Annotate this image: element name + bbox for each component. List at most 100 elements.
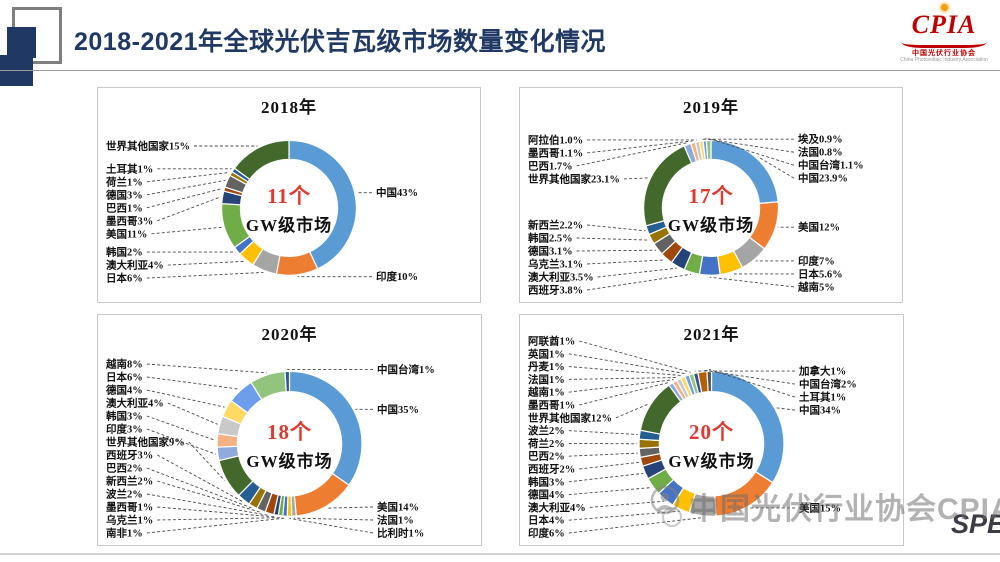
donut-slice	[705, 139, 712, 161]
slice-label: 世界其他国家23.1%	[528, 172, 620, 185]
slice-label: 德国4%	[527, 488, 565, 501]
leader-line	[579, 340, 691, 373]
donut-slice	[714, 470, 774, 517]
donut-chart-2018: 世界其他国家15% 土耳其1%荷兰1%德国3%巴西1%墨西哥3%美国11% 韩国2%…	[105, 139, 418, 285]
slice-label: 澳大利亚4%	[528, 501, 586, 514]
slice-label: 中国台湾2%	[799, 378, 857, 391]
leader-line	[776, 407, 796, 411]
slice-label: 阿联酋1%	[528, 335, 575, 348]
leader-line	[709, 368, 796, 398]
donut-slice	[288, 370, 363, 486]
slice-label: 西班牙3%	[106, 449, 153, 462]
leader-line	[157, 506, 276, 518]
donut-slice	[233, 139, 290, 181]
slice-label: 中国23.9%	[798, 172, 848, 185]
leader-line	[294, 517, 374, 521]
slice-label: 日本6%	[106, 371, 143, 384]
slice-label: 法国1%	[528, 373, 565, 386]
cpia-logo: CPIA 中国光伏行业协会 China Photovoltaic Industr…	[896, 4, 992, 63]
leader-line	[568, 353, 687, 375]
slice-label: 法国1%	[377, 514, 414, 527]
slice-label: 土耳其1%	[799, 391, 846, 404]
leader-line	[167, 402, 218, 425]
bottom-divider	[0, 553, 1000, 555]
chart-year-title: 2019年	[683, 98, 739, 117]
slice-label: 日本6%	[106, 272, 143, 285]
leader-line	[597, 267, 677, 278]
leader-line	[568, 510, 680, 521]
leader-line	[568, 472, 644, 483]
slice-label: 英国1%	[527, 347, 565, 360]
slice-label: 印度6%	[528, 527, 565, 540]
leader-line	[327, 506, 374, 509]
leader-line	[157, 480, 261, 513]
slice-label: 新西兰2%	[106, 475, 153, 488]
cpia-logo-subtext-en: China Photovoltaic Industry Association	[900, 57, 988, 63]
slice-label: 德国3.1%	[527, 245, 573, 258]
slice-label: 印度3%	[106, 423, 143, 436]
slice-label: 美国11%	[106, 227, 147, 240]
slice-label: 美国12%	[798, 221, 840, 234]
slice-label: 澳大利亚4%	[106, 259, 164, 272]
decor-square-navy	[7, 27, 36, 58]
donut-chart-2020: 越南8%日本6%德国4%澳大利亚4%韩国3%印度3%世界其他国家9%西班牙3%巴…	[105, 358, 435, 540]
leader-line	[576, 249, 657, 252]
leader-line	[568, 366, 682, 376]
donut-slice	[642, 145, 693, 227]
donut-slice	[284, 370, 291, 393]
donut-slice	[288, 139, 357, 270]
leader-line	[757, 156, 795, 179]
slice-label: 乌克兰1%	[106, 514, 153, 527]
leader-line	[146, 467, 253, 509]
leader-line	[587, 224, 646, 232]
slice-label: 中国43%	[376, 186, 418, 199]
slice-label: 墨西哥1%	[106, 502, 153, 514]
leader-line	[709, 276, 795, 288]
donut-slice	[710, 370, 785, 484]
leader-line	[568, 430, 638, 435]
chart-panel-2018: 2018年 11个 GW级市场 世界其他国家15% 土耳其1% 荷兰1% 德国3% 巴西…	[97, 87, 481, 303]
sun-icon	[940, 4, 948, 11]
slice-label: 丹麦1%	[528, 360, 565, 373]
leader-line	[589, 500, 665, 508]
leader-line	[576, 237, 650, 241]
slice-label: 阿拉伯1.0%	[528, 133, 583, 146]
chart-year-title: 2020年	[261, 325, 318, 344]
chart-panel-2019: 2019年 17个 GW级市场 阿拉伯1.0% 墨西哥1.1% 巴西1.7% 世界其他…	[519, 87, 903, 303]
slice-label: 中国台湾1.1%	[798, 159, 864, 172]
leader-line	[151, 226, 223, 235]
leader-line	[568, 379, 674, 393]
leader-line	[157, 517, 281, 521]
slice-label: 西班牙2%	[528, 463, 575, 476]
leader-line	[146, 188, 223, 209]
slice-label: 越南5%	[797, 280, 835, 293]
slice-label: 印度10%	[376, 270, 418, 283]
leader-line	[704, 138, 795, 153]
slice-label: 世界其他国家15%	[106, 140, 190, 153]
chart-year-title: 2021年	[683, 325, 740, 344]
slice-label: 法国0.8%	[798, 146, 843, 159]
header-divider	[0, 70, 1000, 71]
donut-slice	[275, 250, 319, 276]
slice-label: 巴西2%	[106, 463, 143, 475]
slice-label: 美国15%	[799, 501, 841, 514]
leader-line	[615, 403, 649, 419]
slice-label: 日本4%	[528, 514, 565, 527]
slice-label: 越南8%	[105, 358, 143, 371]
leader-line	[146, 389, 225, 408]
leader-line	[146, 172, 230, 183]
slice-label: 墨西哥3%	[106, 215, 153, 227]
leader-line	[579, 461, 640, 470]
slice-label: 德国4%	[105, 384, 143, 397]
slice-label: 美国14%	[377, 501, 419, 514]
leader-line	[587, 140, 693, 154]
leader-line	[568, 517, 703, 534]
leader-line	[576, 142, 687, 167]
slice-label: 墨西哥1%	[528, 400, 575, 412]
slice-label: 韩国3%	[106, 410, 143, 423]
slice-label: 中国35%	[377, 403, 419, 416]
donut-chart-2021: 阿联酋1%英国1%丹麦1%法国1%越南1%墨西哥1%世界其他国家12%波兰2%荷…	[527, 335, 857, 540]
leader-line	[587, 259, 666, 265]
slice-label: 巴西1.7%	[528, 160, 573, 172]
slice-label: 韩国3%	[528, 475, 565, 488]
